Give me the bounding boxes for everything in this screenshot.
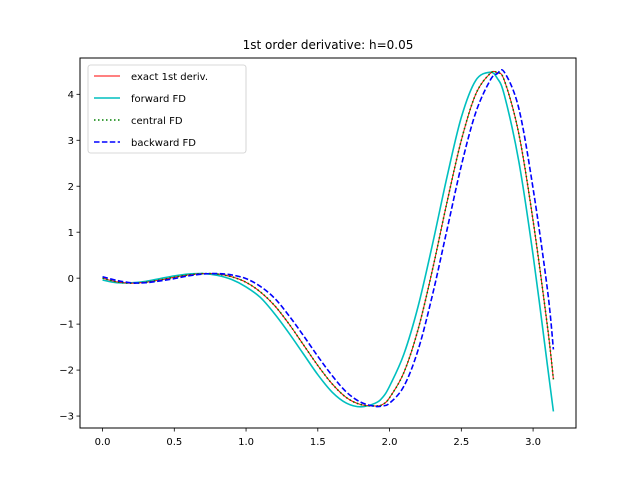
series-line-central-fd — [102, 70, 555, 407]
legend: exact 1st deriv. forward FD central FD back… — [87, 64, 247, 154]
x-tick-label: 1.5 — [310, 437, 326, 448]
y-tick-label: 2 — [68, 182, 74, 193]
x-tick-label: 0.0 — [95, 437, 111, 448]
x-tick-label: 1.0 — [238, 437, 254, 448]
y-tick-label: −3 — [59, 412, 74, 423]
y-tick-label: 1 — [68, 228, 74, 239]
legend-label: forward FD — [131, 94, 186, 105]
legend-label: backward FD — [131, 138, 196, 149]
x-axis: 0.0 0.5 1.0 1.5 2.0 2.5 3.0 — [95, 428, 541, 448]
y-tick-label: 0 — [68, 274, 74, 285]
y-tick-label: 3 — [68, 136, 74, 147]
legend-box — [87, 64, 247, 154]
series-layer — [102, 68, 555, 412]
y-axis: −3 −2 −1 0 1 2 3 4 — [59, 90, 80, 423]
x-tick-label: 2.0 — [382, 437, 398, 448]
y-tick-label: 4 — [68, 90, 74, 101]
series-line-backward-fd — [102, 68, 555, 408]
y-tick-label: −2 — [59, 366, 74, 377]
series-line-forward-fd — [102, 71, 555, 412]
y-tick-label: −1 — [59, 320, 74, 331]
legend-label: exact 1st deriv. — [131, 72, 208, 83]
x-tick-label: 2.5 — [453, 437, 469, 448]
chart-title: 1st order derivative: h=0.05 — [243, 38, 414, 52]
x-tick-label: 3.0 — [525, 437, 541, 448]
x-tick-label: 0.5 — [166, 437, 182, 448]
plot-frame — [79, 57, 577, 429]
legend-label: central FD — [131, 116, 183, 127]
